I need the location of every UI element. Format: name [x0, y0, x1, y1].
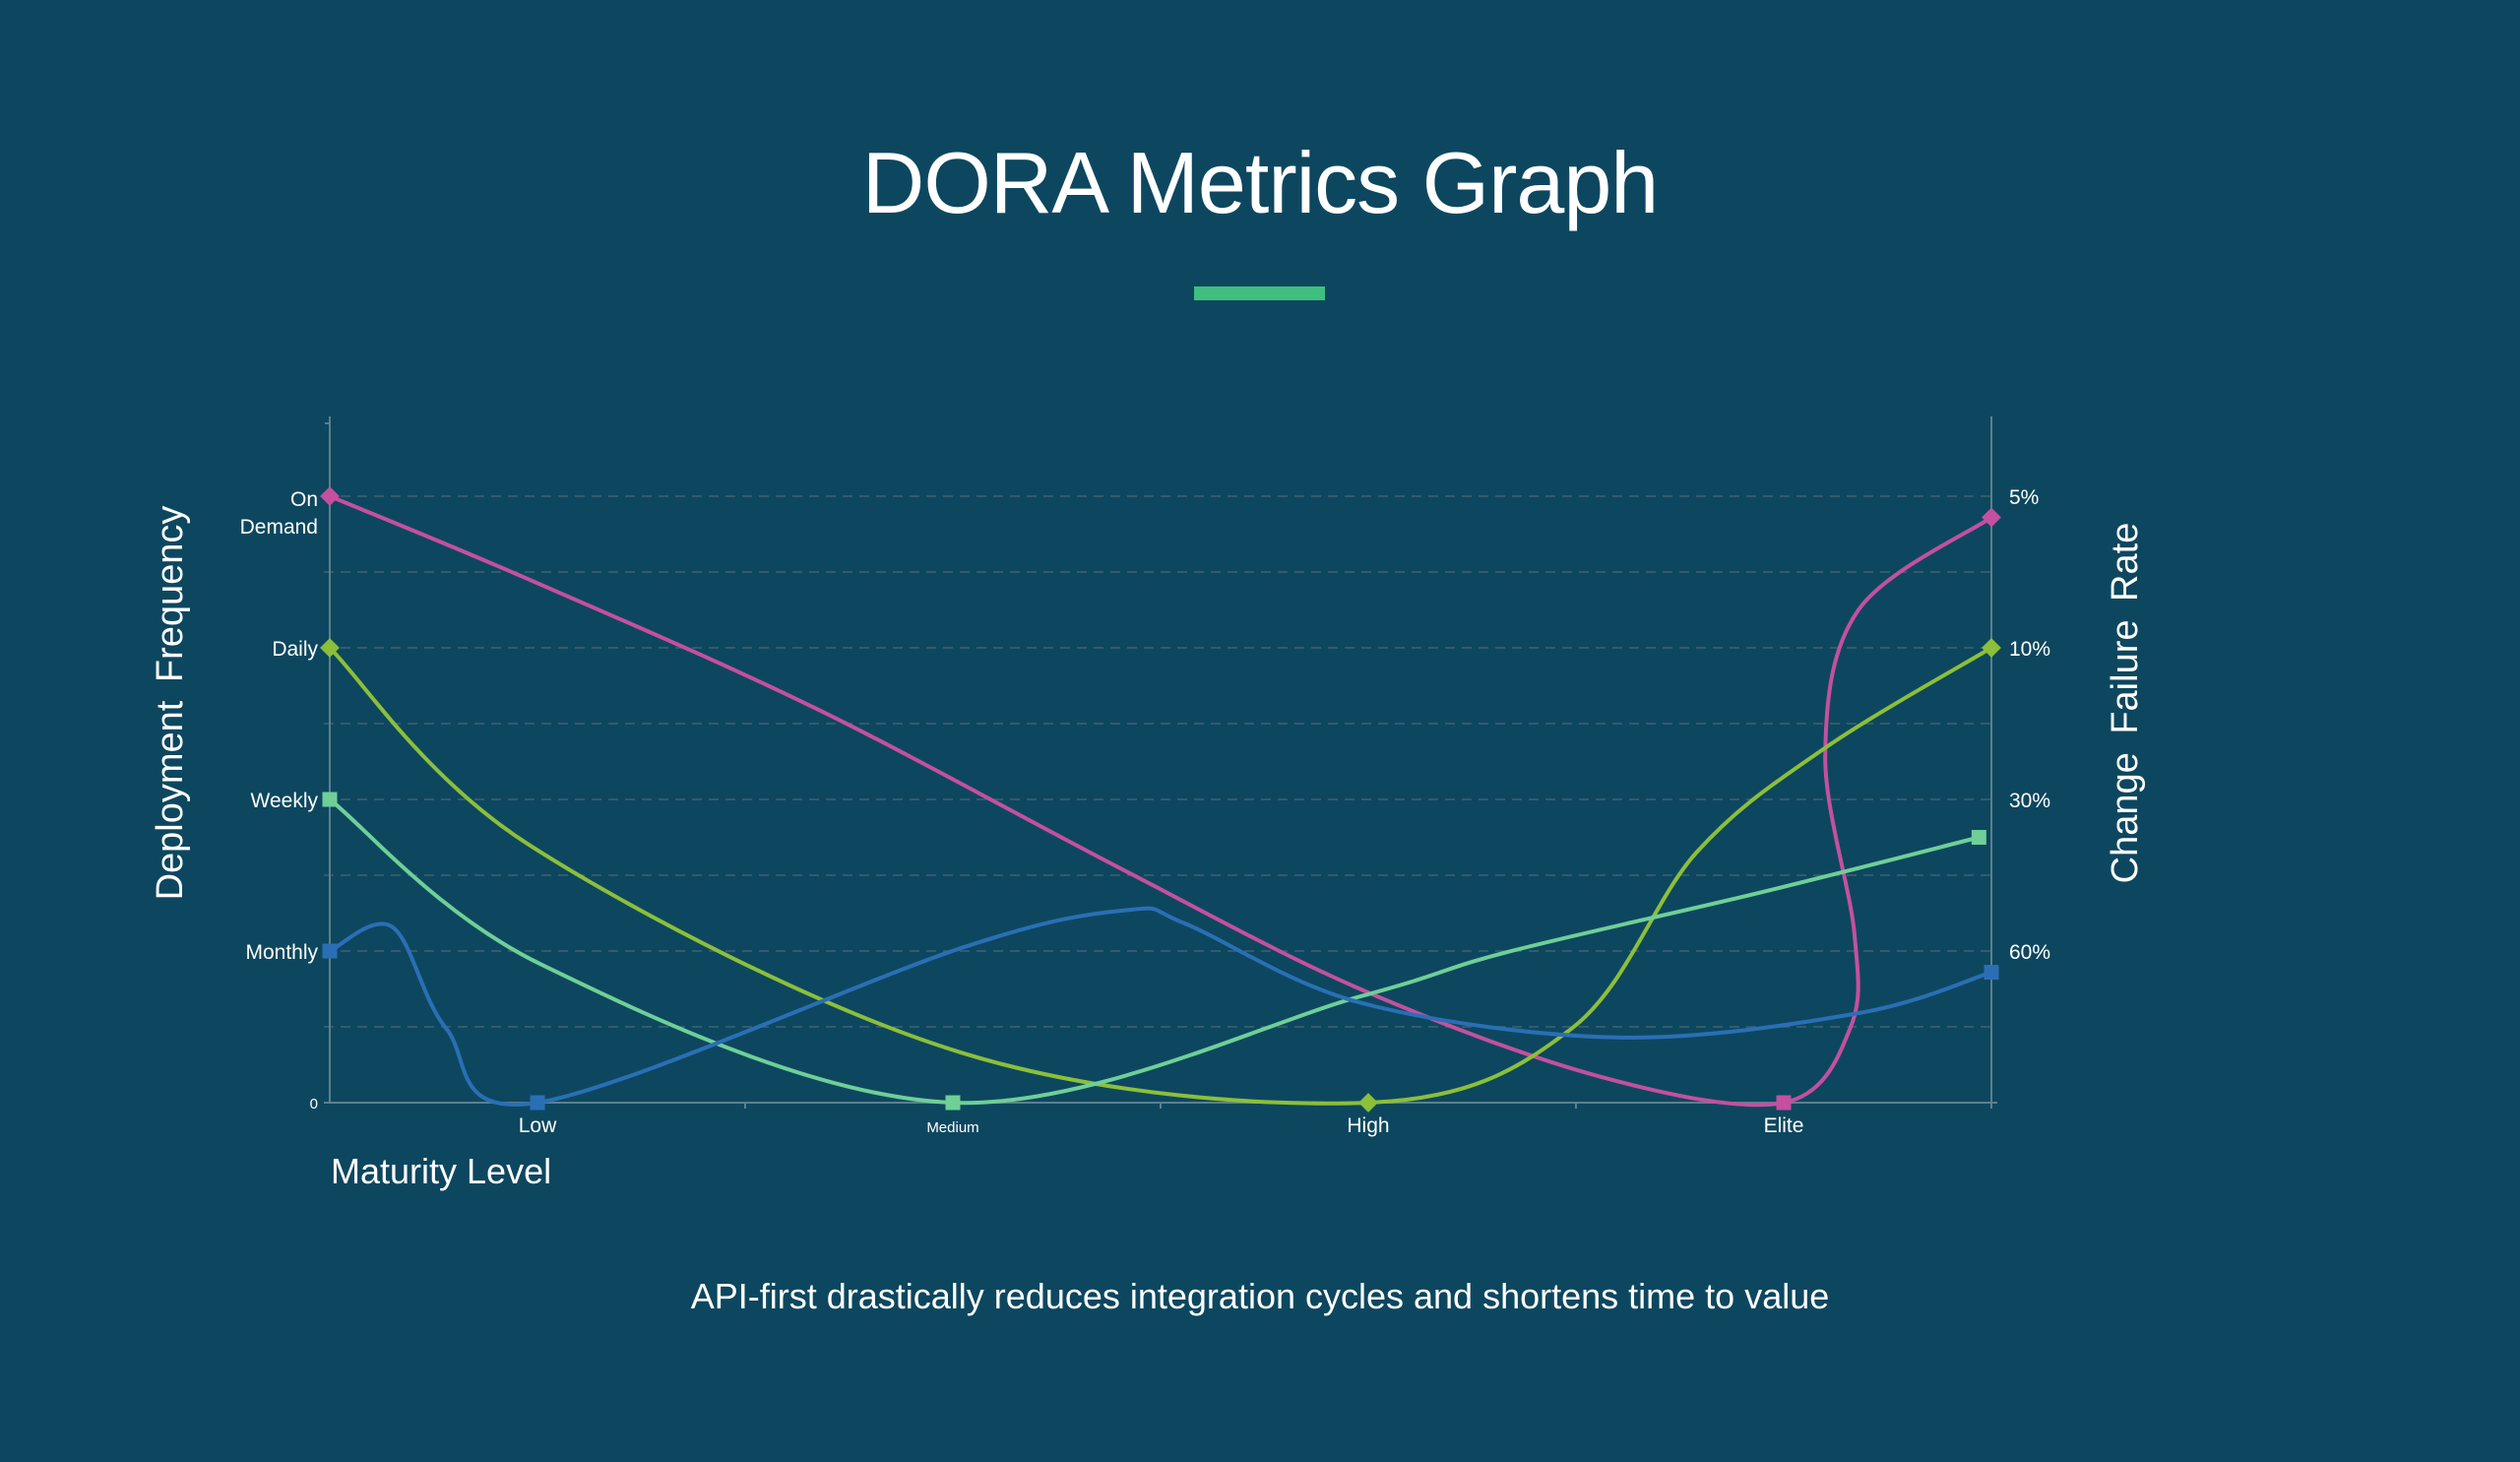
series-line-1 [329, 494, 1993, 1108]
y-left-tick-label-line: On [290, 488, 318, 511]
square-marker [530, 1095, 545, 1111]
y-axis-left-title: Deployment Frequency [150, 506, 191, 901]
series-markers [320, 486, 2001, 1112]
square-marker [1776, 1095, 1792, 1111]
y-right-tick-label: 30% [2009, 790, 2050, 812]
chart-caption: API-first drastically reduces integratio… [690, 1276, 1830, 1316]
y-left-tick-label: Weekly [251, 790, 319, 812]
diamond-marker [1982, 638, 2001, 658]
square-marker [322, 943, 338, 959]
x-tick-label: Medium [926, 1119, 978, 1136]
y-right-tick-label: 5% [2009, 486, 2039, 509]
diamond-marker [1358, 1093, 1378, 1112]
x-tick-label: High [1347, 1114, 1389, 1137]
x-tick-label: Elite [1764, 1114, 1804, 1137]
diamond-marker [1982, 507, 2001, 528]
diamond-marker [320, 486, 340, 506]
y-left-tick-label: On Demand [240, 488, 318, 539]
series-line-3 [328, 797, 1980, 1106]
y-left-tick-label: Monthly [245, 941, 318, 964]
square-marker [1984, 965, 1999, 981]
y-left-tick-label: 0 [310, 1096, 318, 1112]
diamond-marker [320, 638, 340, 658]
square-marker [945, 1095, 961, 1111]
y-left-tick-label-line: Demand [240, 516, 318, 539]
y-right-tick-label: 10% [2009, 638, 2050, 661]
square-marker [322, 792, 338, 807]
page-title: DORA Metrics Graph [861, 134, 1659, 231]
title-accent-bar [1194, 286, 1325, 300]
y-axis-right-title: Change Failure Rate [2105, 523, 2146, 884]
x-tick-label: Low [519, 1114, 557, 1137]
square-marker [1971, 830, 1986, 845]
series-lines [328, 494, 1993, 1108]
x-axis-title: Maturity Level [331, 1151, 551, 1191]
series-line-4 [329, 906, 1992, 1107]
y-left-tick-label: Daily [272, 638, 318, 661]
tick-labels: 0 Monthly Weekly Daily On Demand 60% 30% 10% 5% Lo… [240, 486, 2050, 1137]
y-right-tick-label: 60% [2009, 941, 2050, 964]
gridlines [324, 422, 1991, 1028]
